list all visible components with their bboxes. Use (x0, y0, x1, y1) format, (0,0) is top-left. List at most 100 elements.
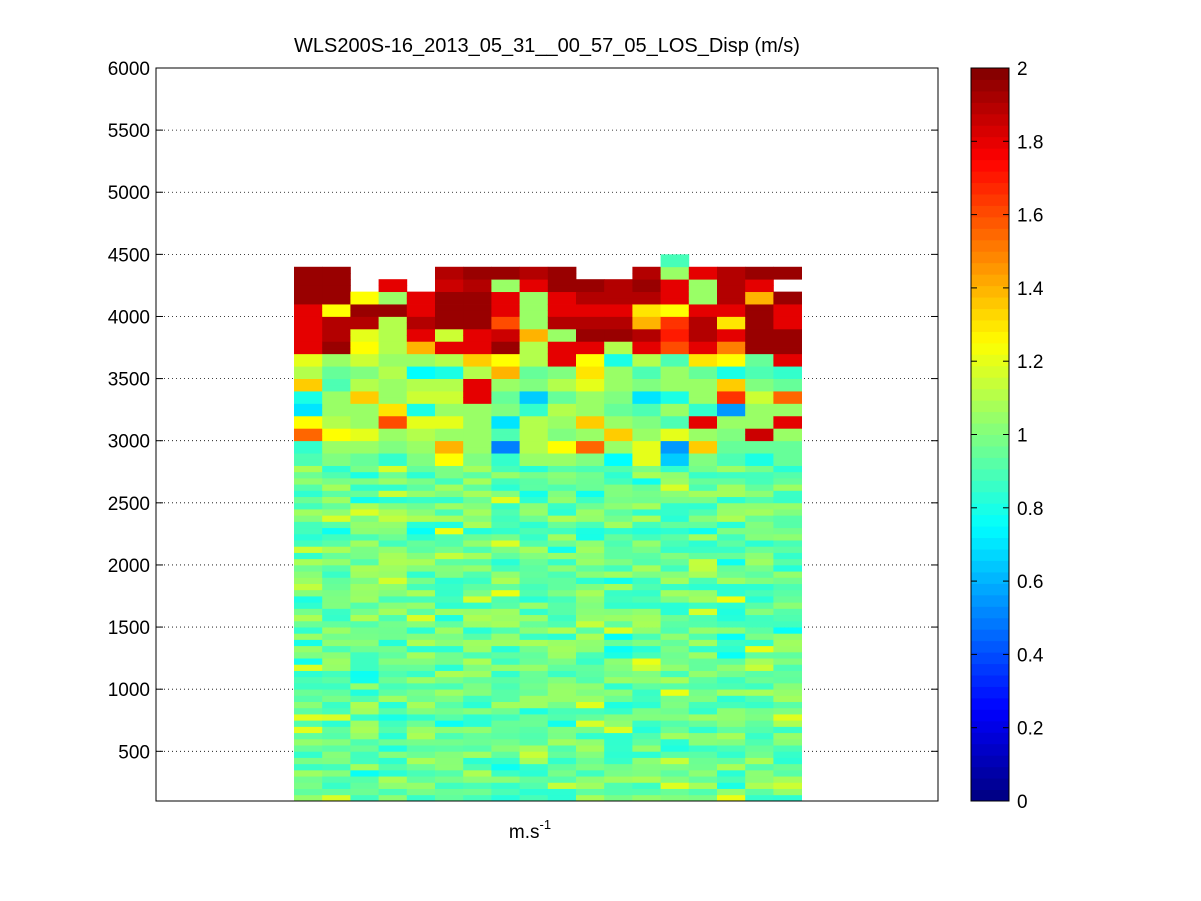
heatmap-cell (294, 502, 323, 510)
heatmap-cell (745, 285, 774, 293)
colorbar-swatch (971, 274, 1009, 287)
heatmap-cell (463, 353, 492, 361)
heatmap-cell (519, 279, 549, 286)
heatmap-cell (604, 782, 633, 789)
heatmap-cell (350, 521, 379, 529)
heatmap-cell (519, 459, 549, 466)
heatmap-cell (632, 782, 661, 789)
colorbar-swatch (971, 652, 1009, 665)
heatmap-cell (435, 608, 464, 616)
heatmap-cell (491, 714, 520, 721)
heatmap-cell (745, 682, 774, 690)
heatmap-cell (350, 310, 379, 317)
heatmap-cell (632, 496, 661, 504)
heatmap-cell (378, 496, 408, 504)
heatmap-cell (406, 527, 436, 535)
heatmap-cell (378, 658, 408, 665)
heatmap-cell (604, 304, 633, 311)
colorbar-swatch (971, 514, 1009, 527)
heatmap-cell (491, 446, 520, 454)
heatmap-cell (717, 285, 746, 293)
heatmap-cell (519, 651, 549, 659)
heatmap-cell (463, 558, 492, 566)
heatmap-cell (350, 670, 379, 678)
heatmap-cell (660, 540, 690, 547)
heatmap-cell (773, 521, 802, 529)
heatmap-cell (519, 465, 549, 473)
heatmap-cell (435, 782, 464, 789)
heatmap-cell (632, 627, 661, 634)
heatmap-cell (491, 266, 520, 274)
heatmap-cell (688, 422, 718, 429)
heatmap-cell (322, 689, 351, 696)
heatmap-cell (491, 596, 520, 603)
heatmap-cell (773, 291, 802, 299)
heatmap-cell (745, 689, 774, 696)
heatmap-cell (463, 471, 492, 479)
x-axis-label: m.s-1 (509, 817, 551, 843)
heatmap-cell (406, 707, 436, 715)
heatmap-cell (688, 310, 718, 317)
heatmap-cell (350, 378, 379, 386)
heatmap-cell (435, 465, 464, 473)
heatmap-cell (547, 738, 577, 746)
heatmap-cell (604, 328, 633, 336)
heatmap-cell (604, 732, 633, 740)
heatmap-cell (378, 738, 408, 746)
heatmap-cell (604, 571, 633, 578)
heatmap-cell (632, 682, 661, 690)
heatmap-cell (745, 564, 774, 572)
heatmap-cell (660, 763, 690, 771)
heatmap-cell (604, 509, 633, 516)
heatmap-cell (773, 602, 802, 609)
heatmap-cell (660, 515, 690, 522)
heatmap-cell (717, 403, 746, 411)
heatmap-cell (773, 297, 802, 305)
heatmap-cell (660, 776, 690, 783)
heatmap-cell (576, 477, 605, 485)
heatmap-cell (576, 490, 605, 498)
heatmap-cell (519, 297, 549, 305)
colorbar-swatch (971, 400, 1009, 413)
heatmap-cell (547, 391, 577, 398)
colorbar-swatch (971, 594, 1009, 607)
heatmap-cell (350, 335, 379, 342)
heatmap-cell (406, 695, 436, 703)
heatmap-cell (773, 409, 802, 417)
heatmap-cell (576, 440, 605, 448)
heatmap-cell (660, 415, 690, 423)
heatmap-cell (576, 596, 605, 603)
heatmap-cell (463, 440, 492, 448)
heatmap-cell (519, 335, 549, 342)
heatmap-cell (463, 571, 492, 578)
heatmap-cell (745, 664, 774, 671)
colorbar-tick-label: 1.6 (1017, 206, 1043, 227)
heatmap-cell (406, 608, 436, 616)
heatmap-cell (660, 527, 690, 535)
heatmap-cell (378, 440, 408, 448)
heatmap-cell (406, 769, 436, 777)
heatmap-cell (604, 776, 633, 783)
heatmap-cell (491, 465, 520, 473)
heatmap-cell (322, 776, 351, 783)
heatmap-cell (463, 763, 492, 771)
heatmap-cell (745, 484, 774, 491)
heatmap-cell (773, 533, 802, 541)
heatmap-cell (435, 291, 464, 299)
heatmap-cell (547, 353, 577, 361)
heatmap-cell (435, 602, 464, 609)
heatmap-cell (322, 409, 351, 417)
heatmap-cell (632, 490, 661, 498)
heatmap-cell (350, 527, 379, 535)
heatmap-cell (745, 335, 774, 342)
heatmap-cell (632, 378, 661, 386)
heatmap-cell (604, 384, 633, 392)
heatmap-cell (604, 714, 633, 721)
heatmap-cell (773, 546, 802, 553)
heatmap-cell (688, 465, 718, 473)
heatmap-cell (745, 397, 774, 404)
heatmap-cell (350, 540, 379, 547)
heatmap-cell (350, 596, 379, 603)
colorbar-swatch (971, 720, 1009, 733)
heatmap-cell (632, 620, 661, 628)
